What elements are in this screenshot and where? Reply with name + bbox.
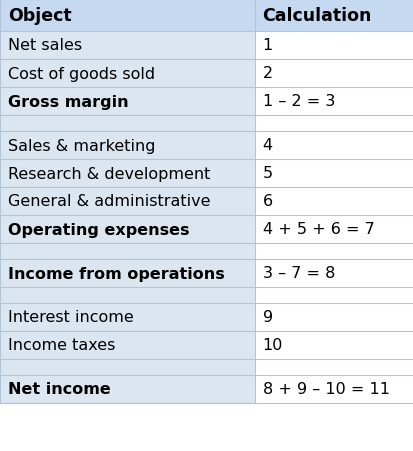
Text: Net income: Net income [8, 382, 111, 396]
Bar [0, 359, 254, 375]
Bar [254, 160, 413, 188]
Text: Interest income: Interest income [8, 310, 133, 325]
Bar [254, 116, 413, 132]
Bar [0, 216, 254, 244]
Bar [254, 0, 413, 32]
Bar [254, 304, 413, 331]
Text: 10: 10 [262, 338, 282, 353]
Bar [254, 60, 413, 88]
Bar [254, 216, 413, 244]
Text: Gross margin: Gross margin [8, 94, 128, 109]
Text: 5: 5 [262, 166, 272, 181]
Text: 9: 9 [262, 310, 272, 325]
Bar [254, 132, 413, 160]
Bar [0, 0, 254, 32]
Text: Income from operations: Income from operations [8, 266, 224, 281]
Text: 1: 1 [262, 38, 272, 53]
Bar [254, 359, 413, 375]
Bar [0, 259, 254, 287]
Text: Cost of goods sold: Cost of goods sold [8, 66, 155, 81]
Bar [254, 188, 413, 216]
Text: 3 – 7 = 8: 3 – 7 = 8 [262, 266, 334, 281]
Bar [254, 259, 413, 287]
Bar [0, 116, 254, 132]
Bar [0, 60, 254, 88]
Text: Calculation: Calculation [262, 7, 371, 25]
Text: 6: 6 [262, 194, 272, 209]
Text: Operating expenses: Operating expenses [8, 222, 189, 237]
Text: 2: 2 [262, 66, 272, 81]
Bar [0, 331, 254, 359]
Text: 4 + 5 + 6 = 7: 4 + 5 + 6 = 7 [262, 222, 373, 237]
Bar [0, 304, 254, 331]
Text: 8 + 9 – 10 = 11: 8 + 9 – 10 = 11 [262, 382, 389, 396]
Bar [0, 132, 254, 160]
Bar [0, 32, 254, 60]
Bar [254, 244, 413, 259]
Bar [254, 32, 413, 60]
Text: General & administrative: General & administrative [8, 194, 210, 209]
Bar [0, 244, 254, 259]
Text: Object: Object [8, 7, 71, 25]
Bar [254, 287, 413, 304]
Text: Net sales: Net sales [8, 38, 82, 53]
Bar [254, 375, 413, 403]
Bar [0, 88, 254, 116]
Text: Sales & marketing: Sales & marketing [8, 138, 155, 153]
Text: Research & development: Research & development [8, 166, 210, 181]
Bar [0, 375, 254, 403]
Text: Income taxes: Income taxes [8, 338, 115, 353]
Bar [254, 331, 413, 359]
Bar [254, 88, 413, 116]
Bar [0, 160, 254, 188]
Text: 1 – 2 = 3: 1 – 2 = 3 [262, 94, 334, 109]
Bar [0, 188, 254, 216]
Text: 4: 4 [262, 138, 272, 153]
Bar [0, 287, 254, 304]
